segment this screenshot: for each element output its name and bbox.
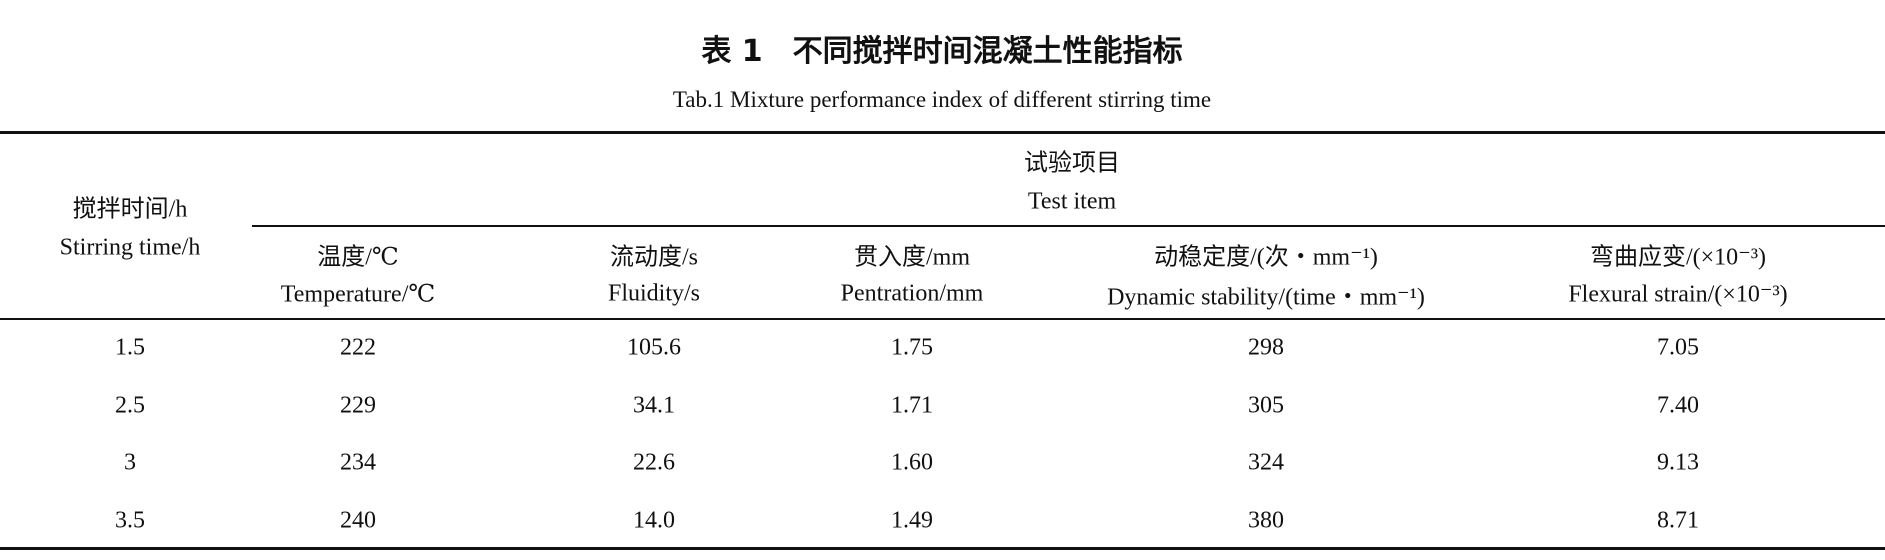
table-cell: 240 (340, 507, 376, 534)
group-header: Test item (1027, 188, 1117, 215)
table-cell: 3 (124, 449, 136, 476)
table-cell: 9.13 (1657, 449, 1699, 476)
table-cell: 22.6 (633, 449, 675, 476)
top-rule (0, 131, 1885, 134)
column-header: Fluidity/s (607, 280, 701, 307)
bottom-rule (0, 547, 1885, 550)
column-header: Flexural strain/(×10⁻³) (1568, 281, 1788, 308)
table-cell: 14.0 (633, 507, 675, 534)
table-cell: 305 (1248, 392, 1284, 419)
table-cell: 7.05 (1657, 334, 1699, 361)
row-header: 搅拌时间/h (72, 196, 188, 223)
table-cell: 1.5 (115, 334, 145, 361)
column-header: Pentration/mm (840, 280, 984, 307)
column-header: Temperature/℃ (280, 281, 436, 308)
table-title: 表 1 不同搅拌时间混凝土性能指标 (701, 34, 1183, 69)
table-cell: 1.49 (891, 507, 933, 534)
table-cell: 1.71 (891, 392, 933, 419)
table-cell: 7.40 (1657, 392, 1699, 419)
column-header: 贯入度/mm (853, 244, 971, 271)
header-rule (0, 318, 1885, 320)
table-cell: 222 (340, 334, 376, 361)
table-cell: 229 (340, 392, 376, 419)
table-cell: 324 (1248, 449, 1284, 476)
column-header: 流动度/s (609, 244, 699, 271)
table-cell: 1.75 (891, 334, 933, 361)
column-header: 动稳定度/(次・mm⁻¹) (1154, 244, 1378, 271)
table-cell: 105.6 (627, 334, 681, 361)
group-header: 试验项目 (1024, 150, 1120, 177)
column-header: Dynamic stability/(time・mm⁻¹) (1107, 284, 1425, 311)
table-cell: 298 (1248, 334, 1284, 361)
table-cell: 1.60 (891, 449, 933, 476)
table-cell: 8.71 (1657, 507, 1699, 534)
group-rule (252, 225, 1885, 227)
table-subtitle: Tab.1 Mixture performance index of diffe… (672, 87, 1212, 112)
table-cell: 380 (1248, 507, 1284, 534)
table-cell: 3.5 (115, 507, 145, 534)
table-cell: 34.1 (633, 392, 675, 419)
column-header: 弯曲应变/(×10⁻³) (1589, 244, 1767, 271)
table-cell: 2.5 (115, 392, 145, 419)
row-header: Stirring time/h (59, 234, 201, 261)
column-header: 温度/℃ (317, 244, 399, 271)
table-cell: 234 (340, 449, 376, 476)
